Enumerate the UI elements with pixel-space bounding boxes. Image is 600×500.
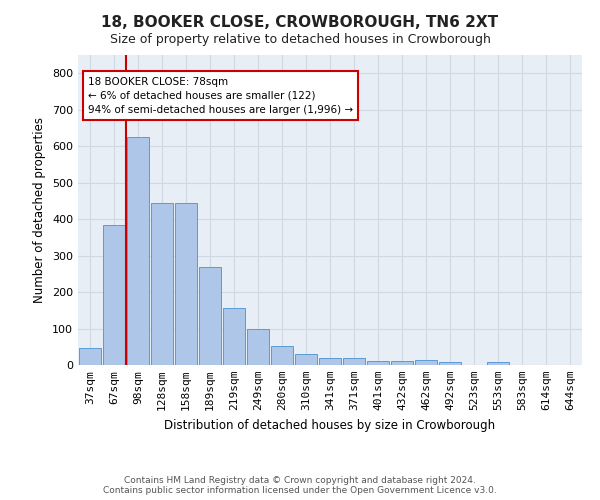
Y-axis label: Number of detached properties: Number of detached properties xyxy=(34,117,46,303)
Bar xyxy=(103,224,125,365)
Bar xyxy=(127,137,149,365)
Bar xyxy=(79,348,101,365)
Bar xyxy=(367,360,389,365)
X-axis label: Distribution of detached houses by size in Crowborough: Distribution of detached houses by size … xyxy=(164,418,496,432)
Bar xyxy=(487,362,509,365)
Bar xyxy=(151,202,173,365)
Bar xyxy=(199,268,221,365)
Bar xyxy=(175,202,197,365)
Bar xyxy=(391,360,413,365)
Bar xyxy=(223,308,245,365)
Text: 18, BOOKER CLOSE, CROWBOROUGH, TN6 2XT: 18, BOOKER CLOSE, CROWBOROUGH, TN6 2XT xyxy=(101,15,499,30)
Bar xyxy=(319,358,341,365)
Text: 18 BOOKER CLOSE: 78sqm
← 6% of detached houses are smaller (122)
94% of semi-det: 18 BOOKER CLOSE: 78sqm ← 6% of detached … xyxy=(88,76,353,114)
Bar xyxy=(439,362,461,365)
Bar xyxy=(415,360,437,365)
Text: Contains HM Land Registry data © Crown copyright and database right 2024.
Contai: Contains HM Land Registry data © Crown c… xyxy=(103,476,497,495)
Bar xyxy=(295,354,317,365)
Bar xyxy=(343,358,365,365)
Text: Size of property relative to detached houses in Crowborough: Size of property relative to detached ho… xyxy=(110,32,490,46)
Bar xyxy=(271,346,293,365)
Bar xyxy=(247,328,269,365)
